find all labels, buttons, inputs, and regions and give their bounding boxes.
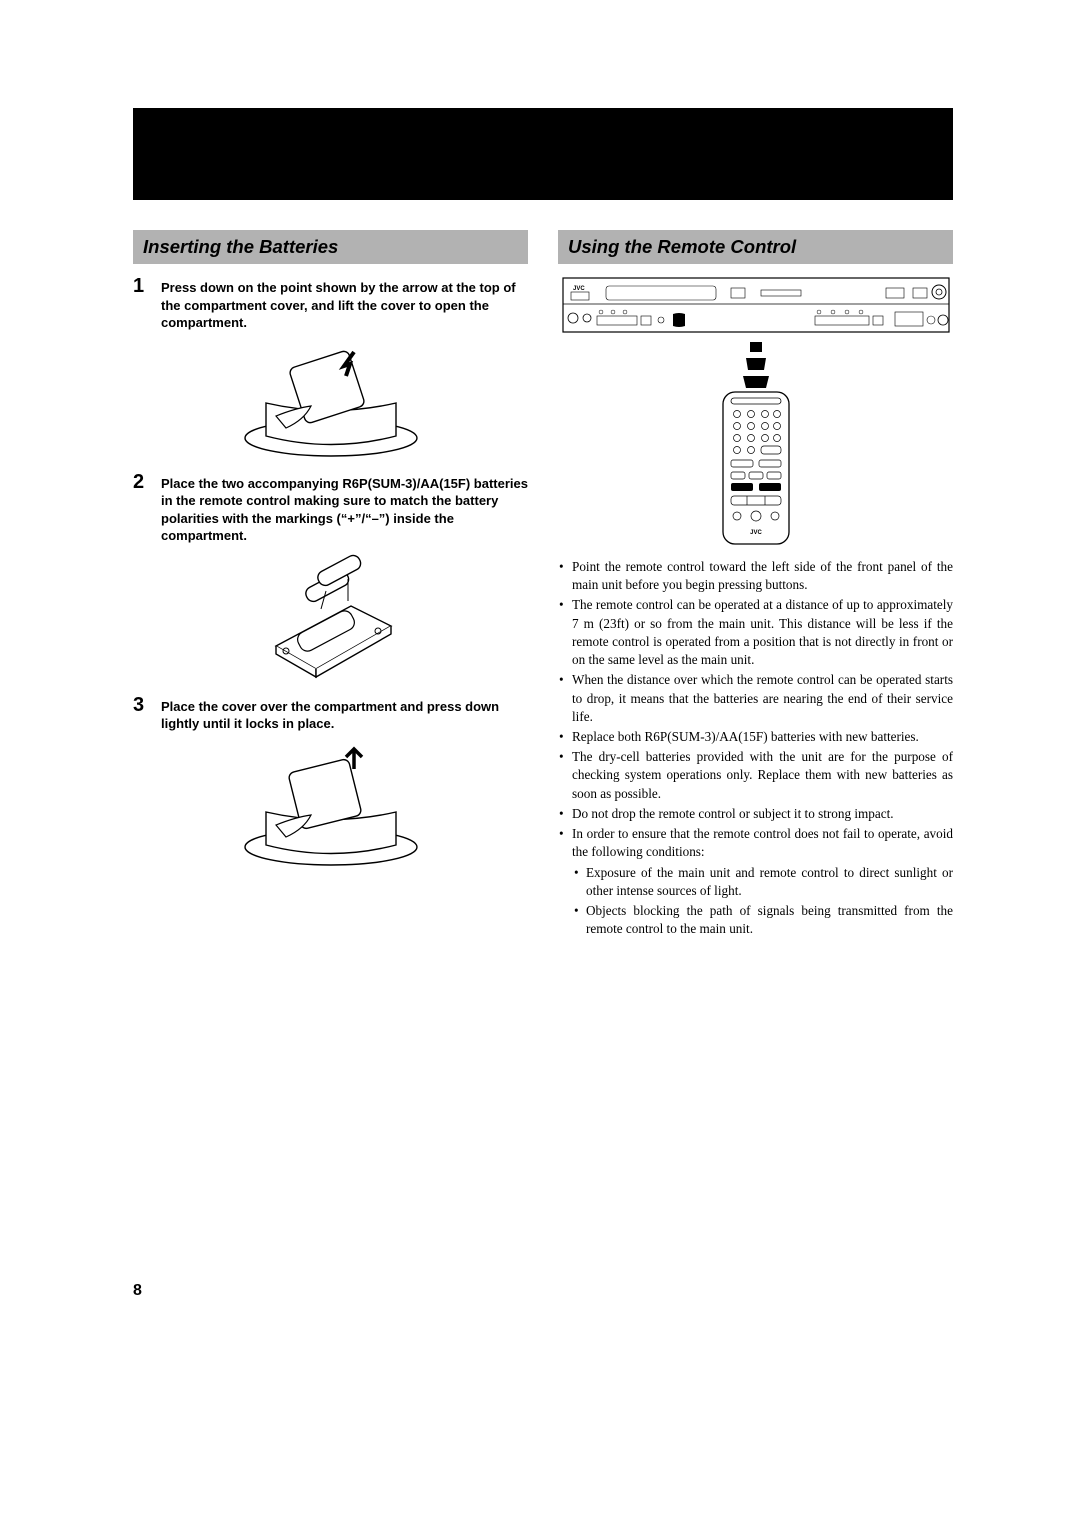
note-lead-text: In order to ensure that the remote contr… xyxy=(572,826,953,859)
usage-notes-list: Point the remote control toward the left… xyxy=(558,558,953,938)
insert-batteries-icon xyxy=(256,551,406,681)
step-2: 2 Place the two accompanying R6P(SUM-3)/… xyxy=(133,472,528,545)
note-item: The remote control can be operated at a … xyxy=(572,596,953,669)
step-3: 3 Place the cover over the compartment a… xyxy=(133,695,528,733)
step-3-number: 3 xyxy=(133,695,161,733)
remote-control-icon: JVC xyxy=(717,388,795,548)
step-3-illustration xyxy=(133,739,528,869)
ir-signal-icon xyxy=(736,338,776,388)
page-number: 8 xyxy=(133,1282,142,1300)
note-item: Do not drop the remote control or subjec… xyxy=(572,805,953,823)
step-1-illustration xyxy=(133,338,528,458)
two-column-layout: Inserting the Batteries 1 Press down on … xyxy=(133,230,953,940)
step-1-text: Press down on the point shown by the arr… xyxy=(161,276,528,332)
note-item: When the distance over which the remote … xyxy=(572,671,953,726)
left-heading: Inserting the Batteries xyxy=(133,230,528,264)
svg-text:JVC: JVC xyxy=(573,286,585,292)
note-item: Point the remote control toward the left… xyxy=(572,558,953,594)
step-1-number: 1 xyxy=(133,276,161,332)
battery-cover-close-icon xyxy=(236,739,426,869)
note-item: The dry-cell batteries provided with the… xyxy=(572,748,953,803)
step-3-text: Place the cover over the compartment and… xyxy=(161,695,528,733)
right-column: Using the Remote Control JVC xyxy=(558,230,953,940)
sub-note-item: Objects blocking the path of signals bei… xyxy=(586,902,953,938)
title-banner xyxy=(133,108,953,200)
sub-notes-list: Exposure of the main unit and remote con… xyxy=(572,864,953,939)
step-2-illustration xyxy=(133,551,528,681)
battery-cover-open-icon xyxy=(236,338,426,458)
right-heading: Using the Remote Control xyxy=(558,230,953,264)
note-item: In order to ensure that the remote contr… xyxy=(572,825,953,938)
step-1: 1 Press down on the point shown by the a… xyxy=(133,276,528,332)
left-column: Inserting the Batteries 1 Press down on … xyxy=(133,230,528,940)
note-item: Replace both R6P(SUM-3)/AA(15F) batterie… xyxy=(572,728,953,746)
step-2-number: 2 xyxy=(133,472,161,545)
remote-pointing-diagram: JVC xyxy=(558,276,953,548)
sub-note-item: Exposure of the main unit and remote con… xyxy=(586,864,953,900)
main-unit-icon: JVC xyxy=(561,276,951,338)
manual-page: Inserting the Batteries 1 Press down on … xyxy=(0,0,1080,1000)
step-2-text: Place the two accompanying R6P(SUM-3)/AA… xyxy=(161,472,528,545)
svg-text:JVC: JVC xyxy=(750,530,762,536)
